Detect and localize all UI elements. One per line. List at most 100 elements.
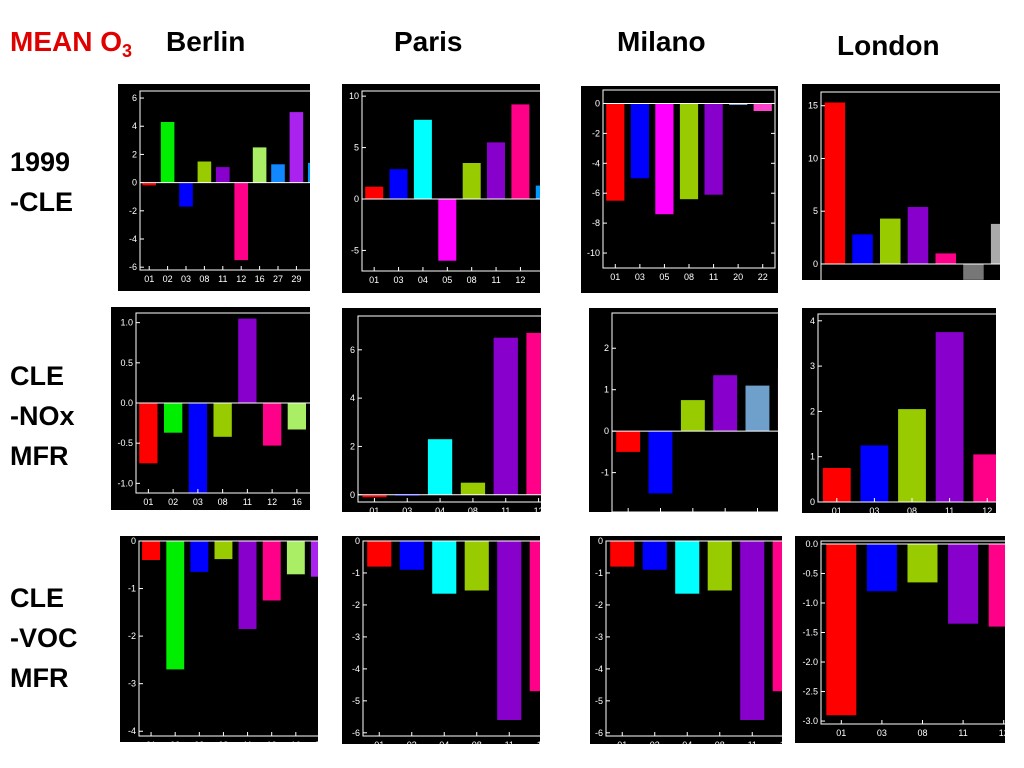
column-header-berlin: Berlin bbox=[166, 26, 246, 57]
bar bbox=[179, 182, 193, 207]
bar bbox=[679, 103, 699, 200]
x-tick-label: 02 bbox=[170, 740, 180, 742]
bar bbox=[860, 445, 889, 502]
bar bbox=[214, 541, 233, 560]
bar bbox=[262, 541, 281, 601]
y-tick-label: 4 bbox=[350, 393, 355, 403]
column-header-paris: Paris bbox=[394, 26, 463, 57]
bar bbox=[160, 122, 175, 183]
y-tick-label: 2 bbox=[350, 441, 355, 451]
chart-canvas: 4 3 2 1 0 01 03 08 11 12 bbox=[810, 313, 996, 513]
title-mean-o: MEAN O bbox=[10, 26, 122, 57]
x-tick-label: 08 bbox=[907, 506, 917, 513]
bar bbox=[772, 541, 782, 692]
plot-frame bbox=[139, 90, 310, 271]
x-tick-label: 08 bbox=[218, 497, 228, 507]
y-tick-label: -1 bbox=[352, 568, 360, 578]
x-tick-label: 03 bbox=[194, 740, 204, 742]
y-tick-label: -3 bbox=[128, 679, 136, 689]
y-tick-label: -2 bbox=[352, 600, 360, 610]
x-tick-label: 01 bbox=[144, 274, 154, 284]
y-tick-label: 1.0 bbox=[120, 318, 133, 328]
plot-frame bbox=[611, 312, 778, 512]
bar bbox=[935, 332, 964, 502]
row-label-line: -VOC bbox=[10, 623, 78, 653]
bar bbox=[188, 403, 207, 493]
plot-frame bbox=[138, 540, 318, 737]
bar bbox=[399, 541, 424, 570]
row-label-line: MFR bbox=[10, 663, 69, 693]
figure-title: MEAN O3 bbox=[10, 26, 132, 62]
row-label-line: -NOx bbox=[10, 401, 75, 431]
bar bbox=[487, 142, 505, 199]
chart-canvas: 0 -1 -2 -3 -4 -5 -6 01 03 04 08 11 12 bbox=[595, 536, 782, 744]
y-tick-label: -4 bbox=[592, 158, 600, 168]
y-tick-label: 0 bbox=[131, 536, 136, 546]
bar bbox=[365, 186, 384, 199]
y-tick-label: -2.5 bbox=[802, 687, 818, 697]
x-tick-label: 03 bbox=[869, 506, 879, 513]
row-label-line: -CLE bbox=[10, 187, 73, 217]
bar bbox=[216, 167, 230, 183]
bar bbox=[713, 375, 738, 432]
y-tick-label: 10 bbox=[808, 153, 818, 163]
y-tick-label: 0 bbox=[355, 536, 360, 546]
x-tick-label: 12 bbox=[534, 506, 541, 512]
x-tick-label: 16 bbox=[292, 497, 302, 507]
y-tick-label: -4 bbox=[352, 664, 360, 674]
x-tick-label: 01 bbox=[617, 740, 627, 744]
bar bbox=[413, 119, 432, 199]
bar bbox=[460, 482, 486, 495]
bar bbox=[238, 318, 257, 403]
bar bbox=[311, 541, 318, 577]
y-tick-label: -2.0 bbox=[802, 657, 818, 667]
x-tick-label: 08 bbox=[684, 272, 694, 282]
x-tick-label: 04 bbox=[682, 740, 692, 744]
row-label-cle-voc-mfr: CLE -VOC MFR bbox=[10, 578, 78, 698]
x-tick-label: 12 bbox=[515, 275, 525, 285]
y-tick-label: -2 bbox=[595, 600, 603, 610]
x-tick-label: 01 bbox=[610, 272, 620, 282]
bar bbox=[529, 541, 540, 692]
y-tick-label: -3 bbox=[595, 632, 603, 642]
y-tick-label: -4 bbox=[595, 664, 603, 674]
x-tick-label: 01 bbox=[369, 275, 379, 285]
x-tick-label: 03 bbox=[402, 506, 412, 512]
chart-canvas: 210-1010308112022 bbox=[601, 312, 778, 512]
x-tick-label: 02 bbox=[168, 497, 178, 507]
y-tick-label: -2 bbox=[129, 206, 137, 216]
bar bbox=[973, 454, 996, 502]
y-tick-label: -1.5 bbox=[802, 628, 818, 638]
x-tick-label: 01 bbox=[143, 497, 153, 507]
y-tick-label: 0 bbox=[810, 497, 815, 507]
bar bbox=[963, 264, 984, 280]
chart-canvas: 0.0 -0.5 -1.0 -1.5 -2.0 -2.5 -3.0 01 03 08 11 12 bbox=[802, 539, 1005, 738]
bar bbox=[526, 332, 541, 495]
y-tick-label: 0 bbox=[354, 194, 359, 204]
y-tick-label: -3.0 bbox=[802, 716, 818, 726]
x-tick-label: 03 bbox=[193, 497, 203, 507]
y-tick-label: 10 bbox=[349, 91, 359, 101]
y-tick-label: -1.0 bbox=[117, 478, 133, 488]
y-tick-label: -4 bbox=[128, 726, 136, 736]
y-tick-label: -6 bbox=[595, 728, 603, 738]
y-tick-label: 0 bbox=[350, 490, 355, 500]
bar bbox=[898, 409, 926, 502]
bar bbox=[263, 403, 282, 446]
x-tick-label: 08 bbox=[199, 274, 209, 284]
x-tick-label: 01 bbox=[836, 728, 846, 738]
bar bbox=[367, 541, 392, 567]
bar bbox=[610, 541, 635, 567]
bar bbox=[535, 185, 540, 199]
y-tick-label: -1 bbox=[601, 468, 609, 478]
bar bbox=[142, 182, 156, 186]
bar bbox=[238, 541, 257, 629]
bar bbox=[497, 541, 522, 720]
y-tick-label: 0.0 bbox=[805, 539, 818, 549]
bar bbox=[704, 103, 723, 195]
x-tick-label: 11 bbox=[945, 506, 954, 513]
bar bbox=[648, 431, 673, 494]
y-tick-label: 6 bbox=[350, 345, 355, 355]
